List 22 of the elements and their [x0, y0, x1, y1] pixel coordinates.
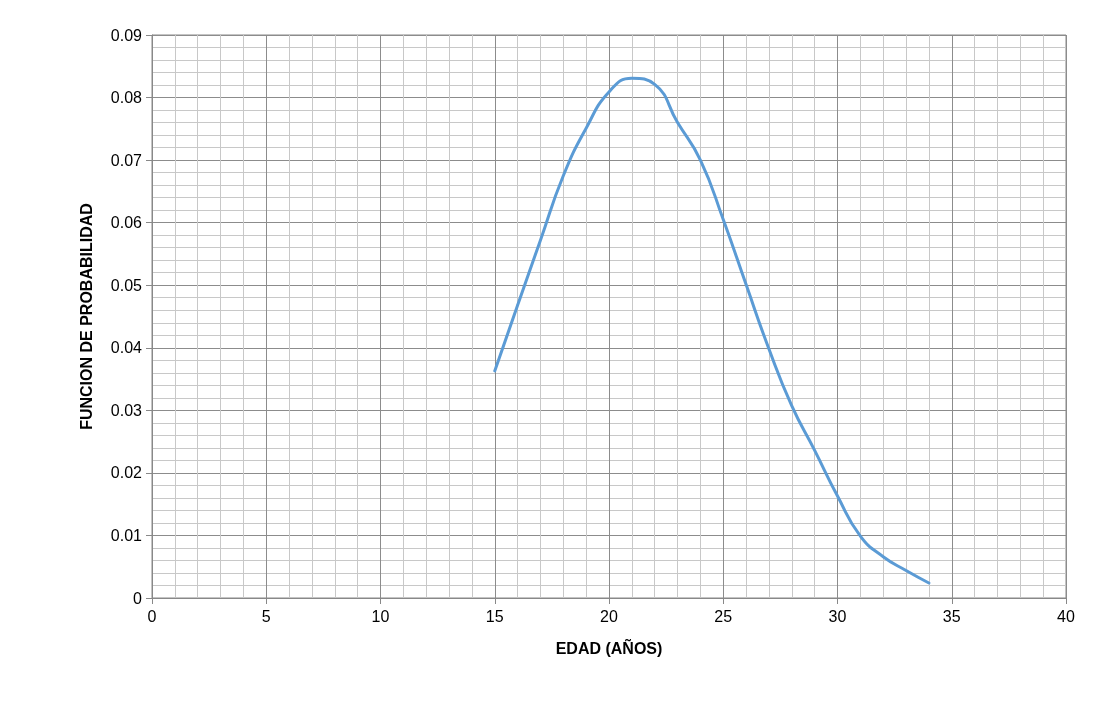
x-tick-label: 5: [261, 607, 271, 625]
y-tick-label: 0.07: [110, 151, 143, 169]
y-tick-label: 0.05: [110, 276, 143, 294]
x-tick-label: 35: [942, 607, 961, 625]
x-tick-label: 15: [485, 607, 504, 625]
y-tick-label: 0.04: [110, 339, 143, 357]
y-tick-label: 0.09: [110, 26, 143, 44]
x-tick-label: 30: [828, 607, 847, 625]
y-tick-label: 0.01: [110, 526, 143, 544]
y-tick-label: 0.06: [110, 214, 143, 232]
x-tick-label: 20: [600, 607, 618, 625]
y-tick-label: 0.08: [110, 89, 143, 107]
x-tick-label: 0: [147, 607, 157, 625]
y-tick-label: 0: [133, 589, 143, 607]
y-axis-title: FUNCION DE PROBABILIDAD: [77, 203, 95, 430]
x-axis-title: EDAD (AÑOS): [555, 637, 663, 657]
y-tick-label: 0.03: [110, 401, 143, 419]
x-tick-label: 40: [1057, 607, 1075, 625]
x-tick-label: 25: [714, 607, 733, 625]
x-tick-label: 10: [371, 607, 390, 625]
y-tick-label: 0.02: [110, 464, 143, 482]
line-series: [493, 76, 931, 585]
